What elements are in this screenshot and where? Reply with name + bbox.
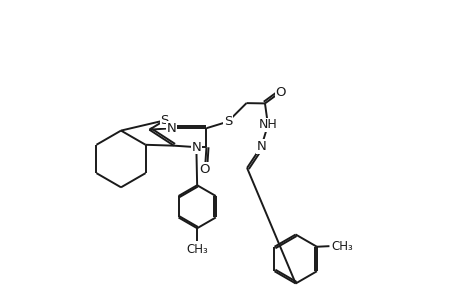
Text: N: N (256, 140, 266, 153)
Text: S: S (223, 115, 232, 128)
Text: CH₃: CH₃ (330, 240, 352, 253)
Text: S: S (160, 114, 168, 127)
Text: CH₃: CH₃ (186, 243, 207, 256)
Text: NH: NH (258, 118, 277, 131)
Text: O: O (199, 163, 210, 176)
Text: O: O (274, 85, 285, 99)
Text: N: N (167, 122, 176, 135)
Text: N: N (191, 141, 201, 154)
